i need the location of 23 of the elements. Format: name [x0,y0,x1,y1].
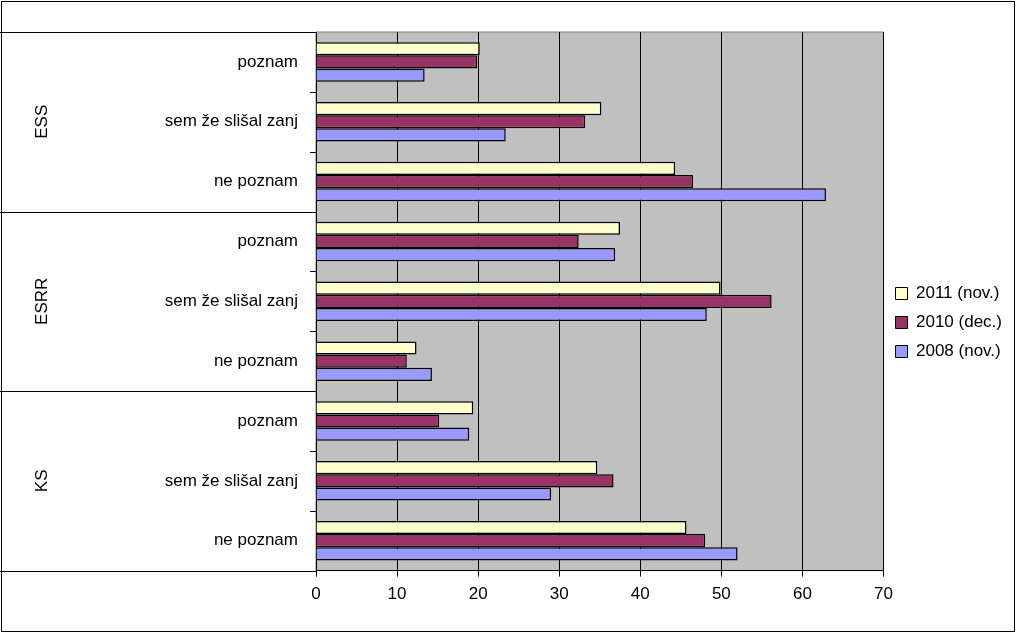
x-tick-label: 70 [874,584,893,604]
legend-label: 2008 (nov.) [916,341,1001,361]
y-tick-label: poznam [237,410,298,430]
text: ESS [31,104,51,139]
y-tick-label: sem že slišal zanj [164,111,298,131]
x-tick-label: 30 [549,584,569,604]
y-tick-label: ne poznam [213,171,298,191]
x-tick-label: 40 [630,584,650,604]
x-tick-label: 20 [468,584,488,604]
y-tick-label: ne poznam [213,350,298,370]
legend-label: 2010 (dec.) [916,312,1002,332]
text: ESRR [31,277,51,325]
x-tick-label: 50 [711,584,731,604]
legend-label: 2011 (nov.) [916,283,1000,303]
x-tick-label: 10 [387,584,407,604]
x-tick-label: 0 [311,584,321,604]
y-tick-label: sem že slišal zanj [164,470,298,490]
x-tick-label: 60 [792,584,812,604]
y-tick-label: poznam [237,51,298,71]
y-tick-label: sem že slišal zanj [164,290,298,310]
y-tick-label: ne poznam [213,530,298,550]
y-tick-label: poznam [237,231,298,251]
text: KS [31,469,51,493]
